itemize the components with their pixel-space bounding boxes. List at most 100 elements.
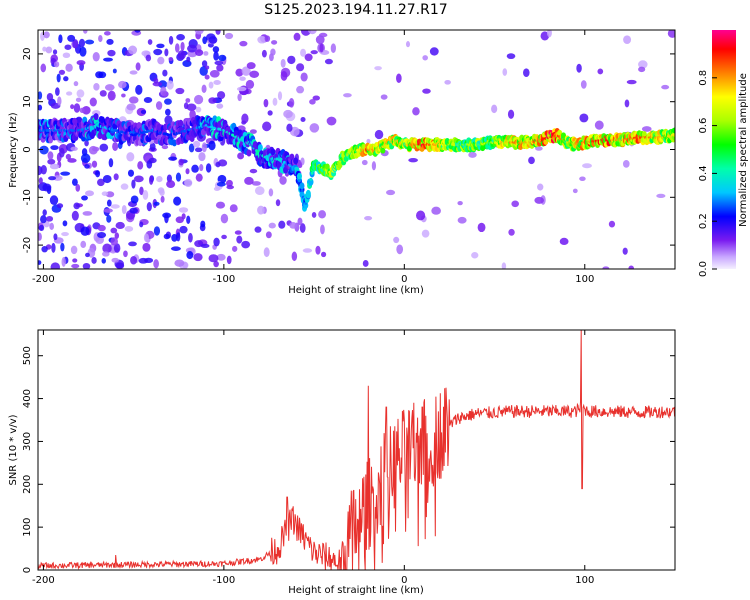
heatmap-speckle	[641, 126, 652, 132]
heatmap-speckle	[221, 234, 227, 240]
heatmap-speckle	[139, 186, 144, 196]
y-tick-label: 20	[22, 48, 33, 61]
heatmap-speckle	[216, 181, 226, 187]
heatmap-speckle	[200, 243, 210, 248]
heatmap-speckle	[178, 207, 189, 213]
heatmap-speckle	[40, 165, 47, 175]
heatmap-speckle	[297, 217, 303, 226]
heatmap-speckle	[528, 156, 535, 165]
heatmap-speckle	[523, 68, 530, 77]
x-tick-label: 0	[401, 274, 407, 285]
heatmap-speckle	[249, 168, 258, 174]
heatmap-cell	[331, 170, 337, 177]
spectrogram-heatmap	[38, 30, 675, 269]
heatmap-speckle	[311, 211, 317, 218]
heatmap-speckle	[506, 53, 516, 60]
heatmap-speckle	[507, 109, 515, 119]
heatmap-speckle	[225, 179, 233, 187]
heatmap-speckle	[622, 159, 630, 168]
heatmap-speckle	[93, 83, 100, 91]
heatmap-speckle	[199, 164, 204, 172]
heatmap-speckle	[193, 253, 203, 262]
heatmap-speckle	[50, 145, 59, 151]
heatmap-speckle	[175, 216, 184, 224]
snr-panel: -200 -100 0 100 0 100 200 300 400 500 Height of …	[8, 329, 676, 596]
heatmap-speckle	[72, 258, 78, 263]
heatmap-speckle	[66, 91, 73, 96]
heatmap-speckle	[366, 138, 371, 144]
heatmap-speckle	[70, 245, 78, 255]
heatmap-speckle	[559, 237, 569, 245]
heatmap-speckle	[156, 175, 163, 183]
heatmap-speckle	[287, 55, 296, 65]
heatmap-speckle	[176, 34, 185, 41]
heatmap-speckle	[134, 30, 141, 33]
heatmap-speckle	[241, 240, 251, 249]
heatmap-speckle	[380, 94, 388, 100]
heatmap-speckle	[76, 60, 86, 66]
heatmap-speckle	[128, 241, 137, 247]
heatmap-speckle	[254, 226, 262, 233]
heatmap-speckle	[128, 96, 139, 104]
heatmap-speckle	[324, 58, 333, 65]
heatmap-speckle	[318, 210, 327, 219]
heatmap-speckle	[71, 178, 78, 186]
heatmap-speckle	[195, 173, 203, 182]
heatmap-speckle	[128, 45, 138, 55]
heatmap-speckle	[257, 36, 267, 44]
heatmap-speckle	[186, 251, 194, 260]
heatmap-speckle	[279, 176, 287, 185]
heatmap-speckle	[157, 56, 165, 65]
heatmap-speckle	[537, 183, 544, 191]
heatmap-speckle	[168, 156, 178, 161]
heatmap-speckle	[218, 54, 227, 62]
heatmap-speckle	[72, 39, 79, 49]
heatmap-speckle	[103, 31, 111, 36]
heatmap-speckle	[99, 143, 109, 152]
snr-frame	[37, 329, 676, 571]
heatmap-speckle	[320, 251, 327, 258]
heatmap-speckle	[249, 70, 260, 78]
heatmap-speckle	[457, 216, 467, 224]
heatmap-speckle	[42, 183, 52, 192]
heatmap-speckle	[262, 121, 272, 132]
y-tick-label: 100	[22, 518, 33, 537]
snr-series-line	[38, 330, 675, 570]
heatmap-cell	[171, 139, 177, 147]
heatmap-cell	[93, 113, 99, 121]
heatmap-speckle	[91, 160, 98, 168]
heatmap-speckle	[103, 208, 113, 213]
heatmap-speckle	[38, 104, 43, 111]
heatmap-speckle	[61, 232, 69, 237]
heatmap-ridge-core	[310, 171, 314, 175]
heatmap-speckle	[81, 105, 91, 115]
heatmap-speckle	[188, 232, 193, 243]
heatmap-speckle	[208, 254, 219, 263]
heatmap-speckle	[263, 98, 269, 108]
heatmap-speckle	[330, 43, 336, 54]
heatmap-speckle	[534, 196, 544, 204]
heatmap-speckle	[173, 196, 182, 206]
heatmap-speckle	[129, 207, 138, 214]
heatmap-speckle	[52, 49, 58, 55]
heatmap-speckle	[374, 129, 384, 140]
heatmap-speckle	[40, 63, 47, 73]
heatmap-speckle	[275, 199, 281, 207]
heatmap-speckle	[38, 232, 42, 241]
heatmap-speckle	[149, 175, 154, 185]
heatmap-speckle	[302, 248, 313, 253]
heatmap-speckle	[270, 48, 276, 56]
heatmap-cell	[324, 163, 330, 170]
heatmap-speckle	[129, 70, 138, 75]
x-tick-label: -100	[213, 575, 236, 586]
heatmap-speckle	[57, 96, 62, 106]
heatmap-speckle	[123, 250, 128, 258]
heatmap-speckle	[393, 236, 400, 244]
heatmap-speckle	[194, 147, 203, 153]
heatmap-speckle	[216, 253, 226, 261]
heatmap-speckle	[102, 251, 110, 257]
y-tick-label: -20	[22, 237, 33, 253]
heatmap-speckle	[149, 142, 156, 152]
colorbar: 0.0 0.2 0.4 0.6 0.8 Normalized spectral ampl…	[698, 30, 749, 277]
